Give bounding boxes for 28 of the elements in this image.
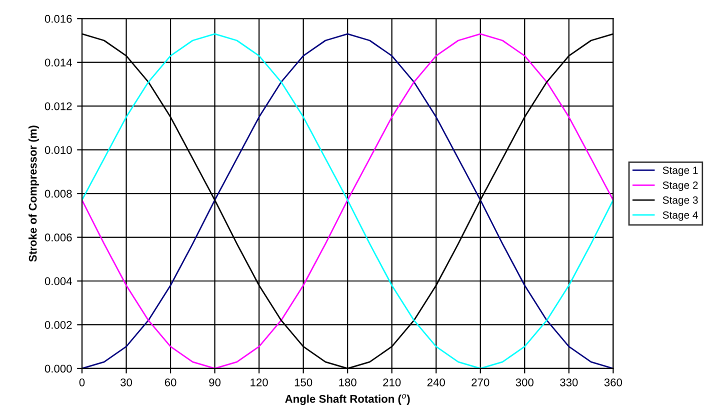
legend-label: Stage 1 — [662, 166, 698, 176]
x-tick-label: 30 — [120, 378, 132, 386]
x-tick-label: 180 — [339, 378, 356, 386]
y-tick-label: 0.010 — [44, 146, 72, 154]
x-tick-label: 270 — [472, 378, 490, 386]
y-tick-label: 0.004 — [44, 277, 72, 286]
x-tick-label: 90 — [209, 378, 221, 386]
y-tick-label: 0.000 — [44, 364, 72, 373]
x-tick-label: 120 — [250, 378, 268, 386]
x-tick-label: 60 — [164, 378, 176, 386]
legend-label: Stage 3 — [662, 196, 698, 206]
y-tick-label: 0.002 — [44, 321, 72, 329]
x-tick-label: 150 — [294, 378, 312, 386]
y-axis-title: Stroke of Compressor (m) — [28, 126, 39, 262]
x-tick-label: 240 — [427, 378, 445, 386]
y-tick-label: 0.008 — [44, 190, 72, 198]
legend-label: Stage 4 — [662, 211, 698, 221]
x-axis-title: Angle Shaft Rotation ($^{o}$) — [285, 394, 410, 406]
legend-label: Stage 2 — [662, 182, 698, 191]
x-tick-label: 300 — [516, 378, 534, 386]
x-tick-label: 330 — [560, 378, 578, 386]
x-tick-label: 210 — [383, 378, 401, 386]
x-tick-label: 360 — [604, 378, 622, 386]
y-tick-label: 0.014 — [44, 58, 72, 66]
x-tick-label: 0 — [79, 378, 85, 386]
y-tick-label: 0.016 — [44, 14, 72, 23]
y-tick-label: 0.012 — [44, 102, 72, 110]
y-tick-label: 0.006 — [44, 234, 72, 242]
